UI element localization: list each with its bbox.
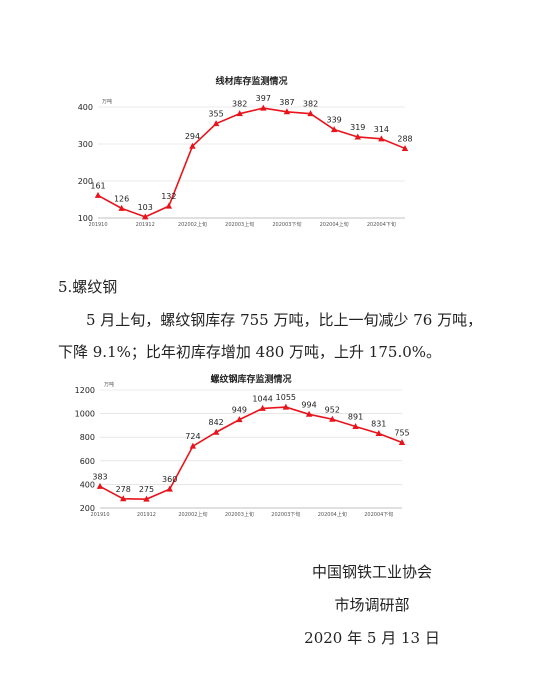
y-tick-label: 600 [80,457,95,466]
marker [259,404,266,411]
value-label: 288 [397,134,412,143]
value-label: 1055 [276,393,296,402]
x-tick-label: 202003上旬 [225,221,254,228]
signature: 中国钢铁工业协会 [312,563,432,581]
value-label: 994 [301,400,316,409]
marker [236,416,243,423]
value-label: 952 [325,405,340,414]
data-line [99,406,403,500]
signature: 市场调研部 [334,596,409,614]
y-tick-label: 200 [80,504,95,513]
marker [378,135,385,142]
marker [166,485,173,492]
x-tick-label: 202003下旬 [272,221,301,228]
marker [236,110,243,117]
marker [143,495,150,502]
heading: 5.螺纹钢 [58,278,117,296]
value-label: 949 [232,406,247,415]
y-tick-label: 1200 [75,386,95,395]
value-label: 278 [116,485,131,494]
value-label: 397 [256,94,271,103]
value-label: 891 [348,412,363,421]
marker [354,133,361,140]
value-label: 387 [279,98,294,107]
chart-title: 螺纹钢库存监测情况 [210,373,291,385]
marker [96,482,104,489]
value-label: 1044 [252,394,272,403]
marker [352,422,359,429]
x-tick-label: 202004上旬 [320,221,349,228]
marker [307,110,314,117]
value-label: 294 [185,132,200,141]
value-label: 383 [92,472,107,481]
x-tick-label: 201912 [136,222,155,228]
y-tick-label: 1000 [75,410,95,419]
value-label: 382 [303,100,318,109]
x-tick-label: 202003上旬 [225,511,254,518]
marker [165,202,173,209]
marker [305,410,313,417]
x-tick-label: 202002上旬 [178,221,207,228]
value-label: 314 [374,125,389,134]
signature: 2020 年 5 月 13 日 [304,629,440,647]
y-tick-label: 300 [78,140,93,149]
marker [118,204,125,211]
paragraph-line: 5 月上旬，螺纹钢库存 755 万吨，比上一旬减少 76 万吨， [86,311,482,329]
x-tick-label: 202004下旬 [367,221,396,228]
marker [329,415,336,422]
marker [401,144,409,151]
value-label: 103 [138,203,153,212]
x-tick-label: 201910 [88,222,107,228]
x-tick-label: 202003下旬 [271,511,300,518]
value-label: 755 [394,429,409,438]
x-tick-label: 202002上旬 [178,511,207,518]
paragraph-line: 下降 9.1%；比年初库存增加 480 万吨，上升 175.0%。 [58,343,441,361]
unit-label: 万吨 [104,381,114,388]
value-label: 319 [350,123,365,132]
data-line [97,107,406,218]
value-label: 831 [371,420,386,429]
y-tick-label: 200 [78,177,93,186]
marker [260,104,267,111]
marker [120,495,127,502]
marker [142,213,149,220]
x-tick-label: 202004下旬 [364,511,393,518]
x-tick-label: 202004上旬 [318,511,347,518]
marker [283,108,291,115]
unit-label: 万吨 [102,98,112,105]
y-tick-label: 800 [80,433,95,442]
value-label: 132 [161,192,176,201]
marker [189,142,196,149]
value-label: 355 [208,110,223,119]
marker [375,430,382,437]
x-tick-label: 201910 [90,512,109,518]
y-tick-label: 400 [78,103,93,112]
x-tick-label: 201912 [137,512,156,518]
marker [212,428,220,435]
marker [189,442,197,449]
marker [282,403,290,410]
marker [330,126,338,133]
chart-title: 线材库存监测情况 [215,75,287,87]
value-label: 339 [327,116,342,125]
value-label: 126 [114,194,129,203]
value-label: 360 [162,475,177,484]
y-tick-label: 100 [78,214,93,223]
value-label: 382 [232,100,247,109]
value-label: 842 [209,418,224,427]
marker [398,439,406,446]
marker [212,120,220,127]
value-label: 161 [90,181,105,190]
value-label: 275 [139,485,154,494]
y-tick-label: 400 [80,480,95,489]
marker [94,191,102,198]
value-label: 724 [185,432,200,441]
